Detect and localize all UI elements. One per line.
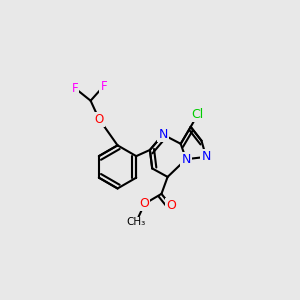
Text: N: N xyxy=(182,153,191,166)
Text: N: N xyxy=(201,150,211,164)
Text: N: N xyxy=(158,128,168,141)
Text: O: O xyxy=(166,199,175,212)
Text: CH₃: CH₃ xyxy=(126,217,146,227)
Text: F: F xyxy=(100,80,107,92)
Text: O: O xyxy=(140,197,149,210)
Text: O: O xyxy=(94,113,104,126)
Text: F: F xyxy=(72,82,79,95)
Text: Cl: Cl xyxy=(191,108,204,121)
